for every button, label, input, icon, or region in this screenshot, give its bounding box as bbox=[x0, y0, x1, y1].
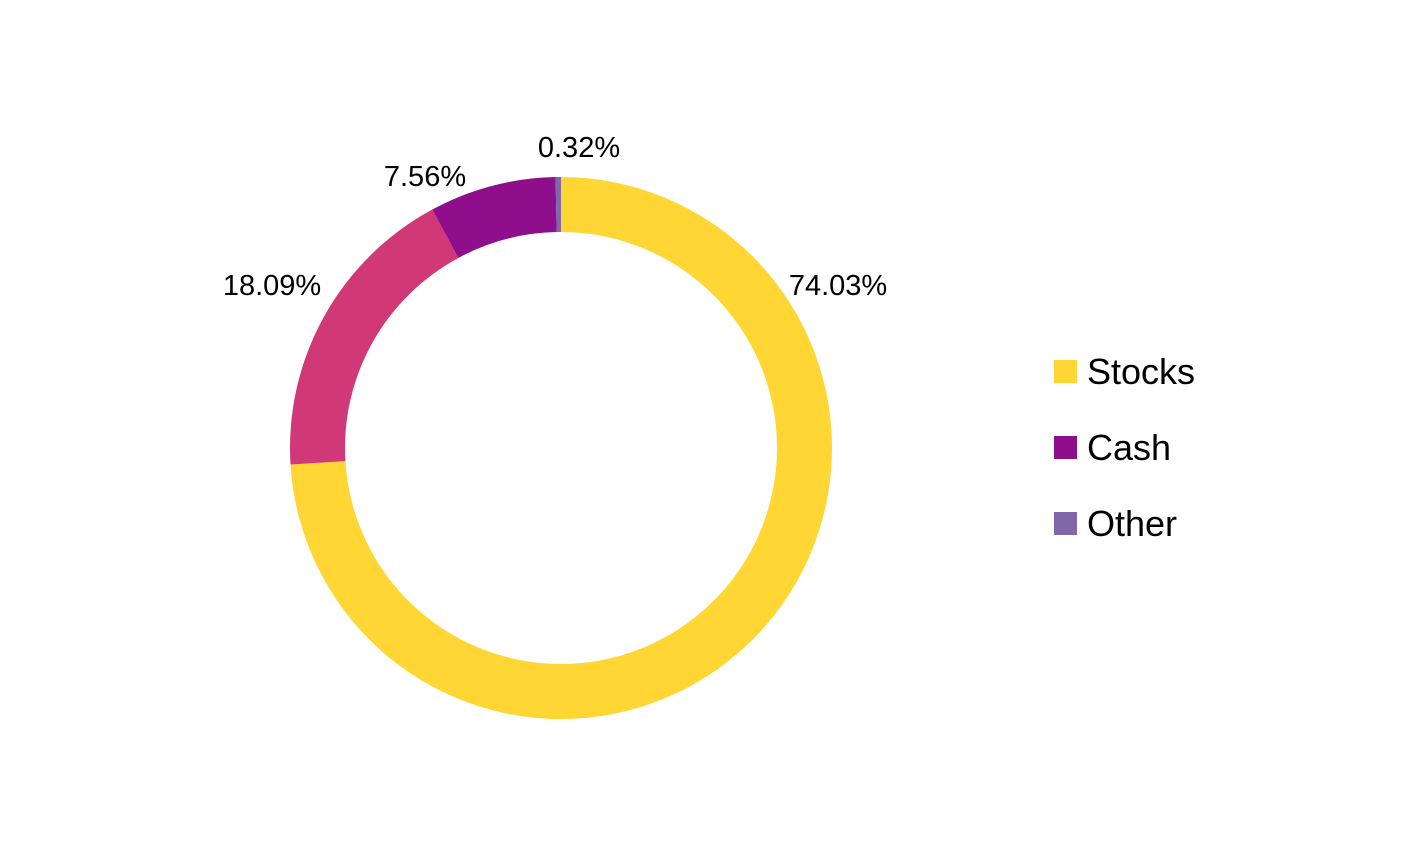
donut-slice-3 bbox=[432, 177, 557, 258]
legend-item-cash: Cash bbox=[1054, 426, 1394, 470]
donut-slice-2 bbox=[290, 209, 459, 465]
donut-slices bbox=[290, 177, 833, 719]
data-label-4: 0.32% bbox=[538, 132, 620, 164]
chart-legend: Stocks Cash Other bbox=[1054, 350, 1394, 578]
legend-swatch-other bbox=[1054, 512, 1077, 535]
legend-swatch-stocks bbox=[1054, 360, 1077, 383]
data-label-2: 18.09% bbox=[223, 270, 321, 302]
donut-data-labels: 74.03% 18.09% 7.56% 0.32% bbox=[223, 132, 887, 302]
legend-label-stocks: Stocks bbox=[1087, 351, 1196, 392]
legend-swatch-cash bbox=[1054, 436, 1077, 459]
legend-label-other: Other bbox=[1087, 503, 1178, 544]
legend-label-cash: Cash bbox=[1087, 427, 1172, 468]
data-label-3: 7.56% bbox=[384, 161, 466, 193]
donut-slice-4 bbox=[555, 177, 561, 233]
data-label-1: 74.03% bbox=[789, 270, 887, 302]
legend-item-stocks: Stocks bbox=[1054, 350, 1394, 394]
legend-item-other: Other bbox=[1054, 502, 1394, 546]
